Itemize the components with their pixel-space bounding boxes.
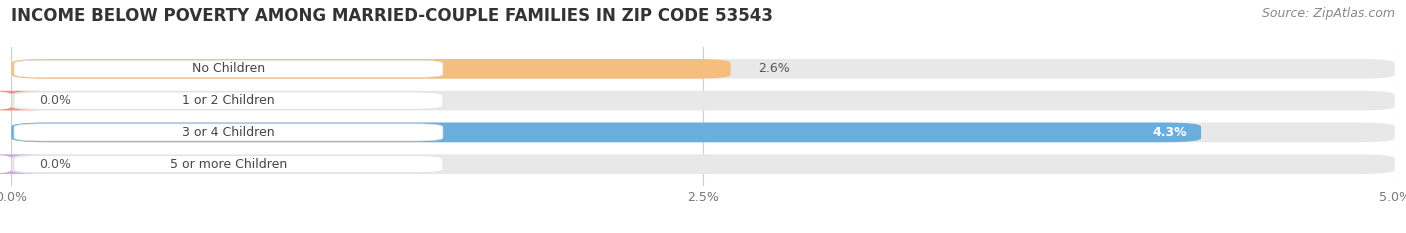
Text: 1 or 2 Children: 1 or 2 Children [183,94,274,107]
Text: INCOME BELOW POVERTY AMONG MARRIED-COUPLE FAMILIES IN ZIP CODE 53543: INCOME BELOW POVERTY AMONG MARRIED-COUPL… [11,7,773,25]
FancyBboxPatch shape [11,154,1395,174]
Text: 4.3%: 4.3% [1153,126,1187,139]
FancyBboxPatch shape [11,59,731,79]
FancyBboxPatch shape [14,92,443,109]
FancyBboxPatch shape [11,123,1395,142]
FancyBboxPatch shape [11,123,1201,142]
Text: 0.0%: 0.0% [39,94,72,107]
FancyBboxPatch shape [0,91,48,110]
FancyBboxPatch shape [11,91,1395,110]
FancyBboxPatch shape [14,60,443,77]
FancyBboxPatch shape [11,59,1395,79]
Text: No Children: No Children [191,62,264,75]
Text: 0.0%: 0.0% [39,158,72,171]
FancyBboxPatch shape [14,156,443,173]
Text: 5 or more Children: 5 or more Children [170,158,287,171]
FancyBboxPatch shape [0,154,48,174]
Text: 3 or 4 Children: 3 or 4 Children [183,126,274,139]
Text: 2.6%: 2.6% [758,62,790,75]
Text: Source: ZipAtlas.com: Source: ZipAtlas.com [1261,7,1395,20]
FancyBboxPatch shape [14,124,443,141]
